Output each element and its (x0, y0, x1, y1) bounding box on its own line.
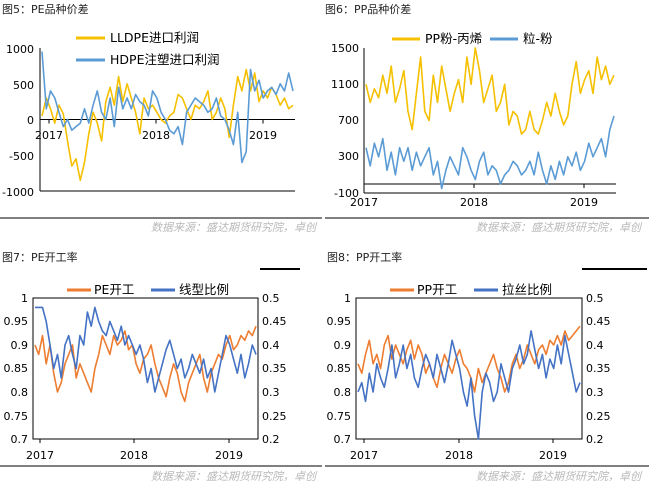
y2-tick-label: 0.5 (262, 292, 280, 305)
legend-label-pp-powder: PP粉-丙烯 (425, 31, 482, 46)
series-line-1 (41, 51, 294, 164)
y-tick-label: 0 (27, 114, 34, 127)
y-tick-label: 700 (338, 114, 359, 127)
legend-label-pp-operating: PP开工 (417, 282, 457, 297)
y-tick-label: -1000 (2, 186, 34, 199)
series-line-1 (35, 306, 257, 393)
y2-tick-label: 0.2 (262, 433, 280, 446)
source-note: 数据来源：盛达期货研究院，卓创 (151, 221, 318, 234)
y2-tick-label: 0.3 (586, 386, 604, 399)
y-tick-label: 1 (21, 292, 28, 305)
y-tick-label: 0.8 (334, 386, 352, 399)
x-ticks: 2017 2018 2019 (350, 196, 598, 209)
series-line-0 (357, 325, 581, 393)
y2-tick-label: 0.4 (262, 339, 280, 352)
chart-title: 图6：PP品种价差 (325, 2, 411, 16)
x-tick-label: 2018 (142, 129, 170, 142)
y2-tick-label: 0.35 (262, 362, 287, 375)
chart-pp-operating: 图8：PP开工率 PP开工 拉丝比例 1 0.95 0.9 0.85 0.8 0… (327, 250, 647, 462)
series-line-0 (34, 325, 257, 403)
y2-tick-label: 0.4 (586, 339, 604, 352)
y-tick-label: 0.9 (11, 339, 29, 352)
y-ticks: 1000 500 0 -500 -1000 (2, 43, 34, 199)
legend-label-linear-ratio: 线型比例 (179, 282, 229, 297)
x-tick-label: 2017 (26, 449, 54, 462)
x-tick-label: 2018 (460, 196, 488, 209)
y-tick-label: 0.95 (4, 315, 29, 328)
x-tick-label: 2019 (215, 449, 243, 462)
y-tick-label: 0.95 (327, 315, 352, 328)
y-tick-label: -500 (9, 150, 34, 163)
x-ticks: 2017 2018 2019 (26, 449, 243, 462)
source-note: 数据来源：盛达期货研究院，卓创 (151, 470, 318, 483)
x-tick-label: 2019 (539, 449, 567, 462)
y2-tick-label: 0.35 (586, 362, 611, 375)
source-note: 数据来源：盛达期货研究院，卓创 (476, 221, 643, 234)
plot-frame (32, 297, 259, 440)
legend: PE开工 线型比例 (67, 282, 229, 297)
y-tick-label: 500 (13, 79, 34, 92)
plot-area (39, 48, 295, 192)
series-line-0 (365, 47, 615, 135)
source-note: 数据来源：盛达期货研究院，卓创 (476, 470, 643, 483)
y-tick-label: 0.85 (4, 362, 29, 375)
plot-area (363, 47, 616, 194)
legend-label-lldpe: LLDPE进口利润 (110, 30, 199, 45)
y-tick-label: 0.7 (334, 433, 352, 446)
legend: LLDPE进口利润 HDPE注塑进口利润 (76, 30, 219, 67)
x-tick-label: 2017 (35, 129, 63, 142)
x-tick-label: 2019 (249, 129, 277, 142)
y-tick-label: 0.8 (11, 386, 29, 399)
y-tick-label: 1000 (6, 43, 34, 56)
series-line-1 (365, 115, 615, 190)
y-tick-label: 0.75 (327, 410, 352, 423)
chart-pp-spread: 图6：PP品种价差 PP粉-丙烯 粒-粉 1500 1100 700 300 -… (325, 2, 616, 209)
legend-label-pe-operating: PE开工 (94, 282, 134, 297)
chart-title: 图5：PE品种价差 (2, 2, 89, 16)
x-ticks: 2017 2018 2019 (35, 129, 277, 142)
y2-ticks: 0.5 0.45 0.4 0.35 0.3 0.25 0.2 (586, 292, 611, 446)
y-ticks: 1 0.95 0.9 0.85 0.8 0.75 0.7 (327, 292, 352, 446)
y-ticks: 1500 1100 700 300 -100 (331, 42, 359, 200)
series-line-1 (357, 330, 581, 440)
y-tick-label: 1100 (331, 78, 359, 91)
y2-tick-label: 0.3 (262, 386, 280, 399)
y-tick-label: 300 (338, 150, 359, 163)
y-tick-label: 1 (344, 292, 351, 305)
y2-tick-label: 0.45 (586, 315, 611, 328)
y-tick-label: 0.9 (334, 339, 352, 352)
y-tick-label: 0.75 (4, 410, 29, 423)
x-tick-label: 2017 (350, 449, 378, 462)
legend-label-hdpe: HDPE注塑进口利润 (110, 52, 219, 67)
chart-title: 图8：PP开工率 (327, 250, 402, 264)
legend-label-pellet-powder: 粒-粉 (523, 31, 553, 46)
x-tick-label: 2018 (120, 449, 148, 462)
series-line-0 (41, 68, 294, 182)
y2-tick-label: 0.2 (586, 433, 604, 446)
y-tick-label: 0.7 (11, 433, 29, 446)
chart-title: 图7：PE开工率 (2, 250, 78, 264)
chart-pe-spread: 图5：PE品种价差 LLDPE进口利润 HDPE注塑进口利润 1000 500 … (2, 2, 295, 199)
chart-pe-operating: 图7：PE开工率 PE开工 线型比例 1 0.95 0.9 0.85 0.8 0… (2, 250, 300, 462)
legend: PP开工 拉丝比例 (390, 282, 552, 297)
y-tick-label: 0.85 (327, 362, 352, 375)
y-tick-label: -100 (334, 187, 359, 200)
y-tick-label: 1500 (331, 42, 359, 55)
y2-ticks: 0.5 0.45 0.4 0.35 0.3 0.25 0.2 (262, 292, 287, 446)
legend-label-drawing-ratio: 拉丝比例 (502, 282, 552, 297)
x-tick-label: 2018 (445, 449, 473, 462)
x-ticks: 2017 2018 2019 (350, 449, 567, 462)
plot-frame (355, 297, 583, 440)
y2-tick-label: 0.5 (586, 292, 604, 305)
x-tick-label: 2019 (570, 196, 598, 209)
plot-area (32, 297, 259, 443)
y-ticks: 1 0.95 0.9 0.85 0.8 0.75 0.7 (4, 292, 29, 446)
legend: PP粉-丙烯 粒-粉 (392, 31, 553, 46)
y2-tick-label: 0.25 (262, 410, 287, 423)
x-tick-label: 2017 (350, 196, 378, 209)
y2-tick-label: 0.25 (586, 410, 611, 423)
plot-area (355, 297, 583, 443)
y2-tick-label: 0.45 (262, 315, 287, 328)
